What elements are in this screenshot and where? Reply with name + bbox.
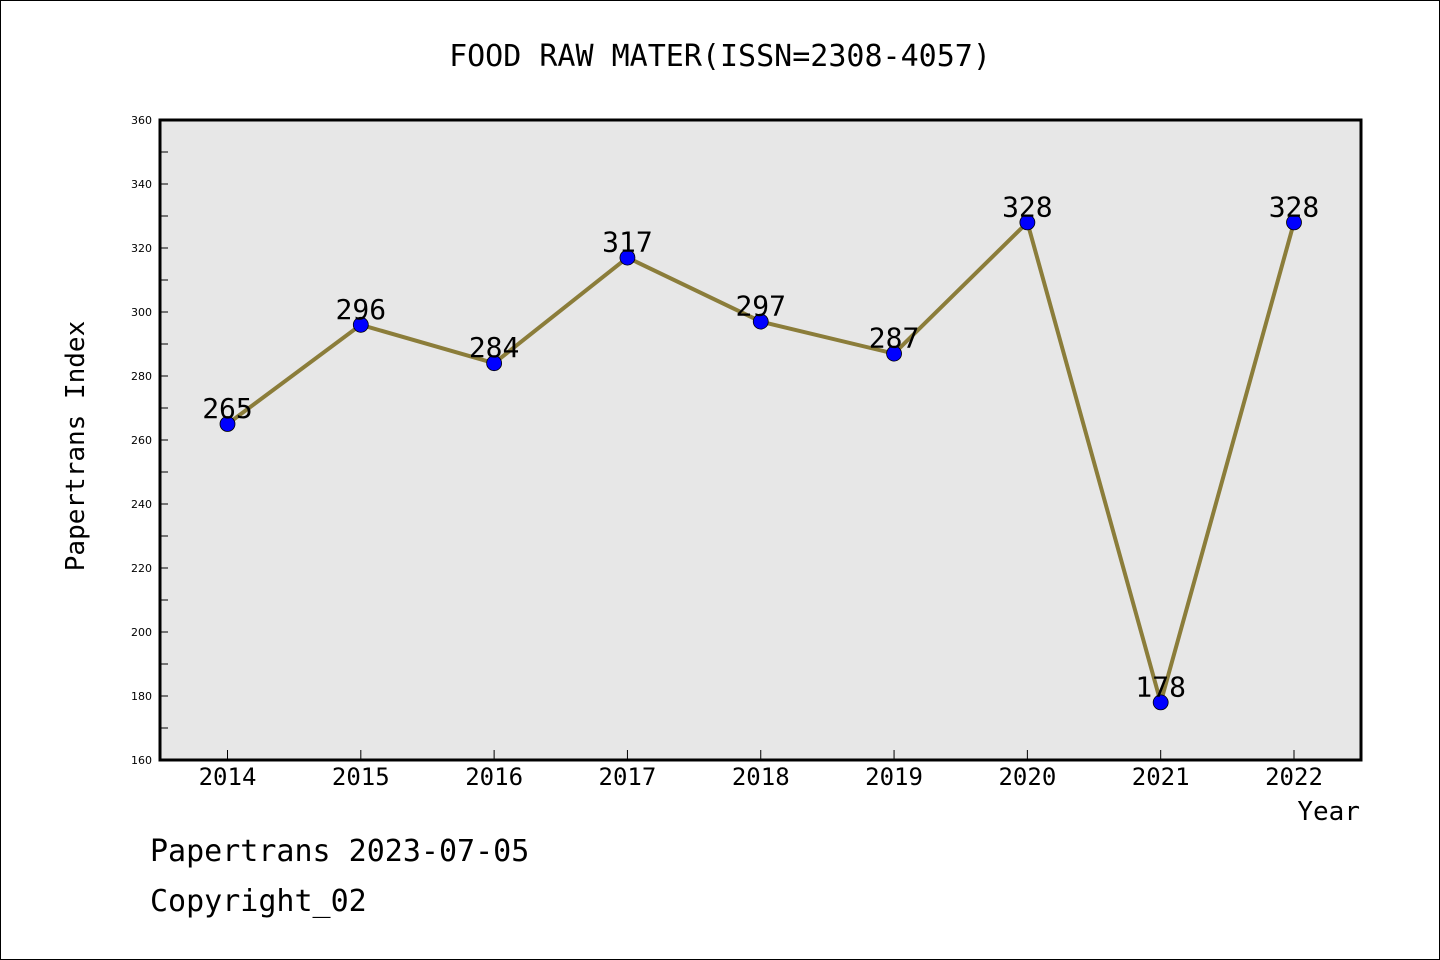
data-point [352,316,369,333]
footer-source: Papertrans 2023-07-05 [150,834,530,869]
data-point [1019,214,1036,231]
x-tick-label: 2021 [1132,763,1190,791]
y-tick-label: 260 [131,434,152,447]
x-tick-label: 2019 [865,763,923,791]
y-tick-label: 320 [131,242,152,255]
data-label-layer: 265 296 284 317 297 287 328 178 328 [202,190,1319,703]
x-tick-label: 2016 [465,763,523,791]
y-tick-label: 300 [131,306,152,319]
series-layer [219,214,1302,711]
x-axis-label: Year [1297,797,1360,827]
y-tick-label: 220 [131,562,152,575]
y-tick-label: 160 [131,754,152,767]
data-point [619,249,636,266]
y-tick-label: 280 [131,370,152,383]
data-label: 178 [1135,670,1186,703]
x-axis-ticks: 2014 2015 2016 2017 2018 2019 2020 2021 2022 [199,750,1323,791]
data-label: 287 [869,322,920,355]
y-tick-label: 200 [131,626,152,639]
data-label: 297 [735,290,786,323]
data-point [1286,214,1302,231]
y-tick-label: 360 [131,114,152,127]
data-point [886,345,902,362]
x-tick-label: 2018 [732,763,790,791]
plot-area [158,118,1363,762]
chart-title: FOOD RAW MATER(ISSN=2308-4057) [449,39,991,74]
data-label: 317 [602,226,653,259]
data-point [486,355,503,372]
y-tick-label: 340 [131,178,152,191]
data-point [219,416,236,432]
y-tick-label: 240 [131,498,152,511]
x-tick-label: 2020 [998,763,1056,791]
x-tick-label: 2017 [599,763,657,791]
data-label: 296 [336,293,387,326]
data-label: 328 [1002,190,1053,223]
x-tick-label: 2022 [1265,763,1323,791]
x-tick-label: 2015 [332,763,390,791]
data-point [752,313,769,330]
x-tick-label: 2014 [199,763,257,791]
y-axis-ticks: 160 180 200 220 240 260 280 300 320 340 360 [131,114,168,767]
data-label: 328 [1269,190,1320,223]
data-label: 284 [469,331,520,364]
data-label: 265 [202,392,253,425]
y-axis-label: Papertrans Index [61,321,91,571]
y-tick-label: 180 [131,690,152,703]
data-point [1152,694,1169,711]
footer-copyright: Copyright_02 [150,884,367,919]
